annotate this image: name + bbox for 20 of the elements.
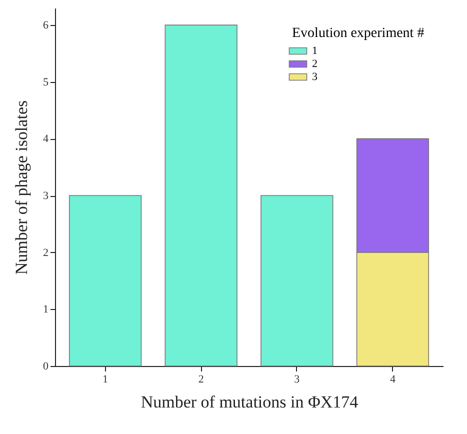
- y-axis-title: Number of phage isolates: [12, 100, 31, 275]
- legend-label: 1: [312, 45, 318, 57]
- legend-label: 2: [312, 58, 318, 70]
- bar: [164, 24, 238, 366]
- bar: [68, 195, 142, 366]
- legend-label: 3: [312, 71, 318, 83]
- x-tick-label: 2: [198, 374, 204, 386]
- x-tick-label: 4: [390, 374, 396, 386]
- y-tick-label: 5: [43, 76, 49, 88]
- y-tick-label: 3: [43, 190, 49, 202]
- y-tick-label: 6: [43, 20, 49, 32]
- legend-title: Evolution experiment #: [292, 26, 424, 41]
- y-tick-label: 0: [43, 360, 49, 372]
- y-tick-label: 1: [43, 304, 48, 316]
- bar: [260, 195, 334, 366]
- y-tick-label: 4: [43, 133, 49, 146]
- y-tick-label: 2: [43, 246, 48, 259]
- x-axis-title: Number of mutations in ΦX174: [140, 392, 359, 412]
- x-tick-label: 3: [294, 374, 300, 386]
- x-tick-label: 1: [102, 374, 108, 386]
